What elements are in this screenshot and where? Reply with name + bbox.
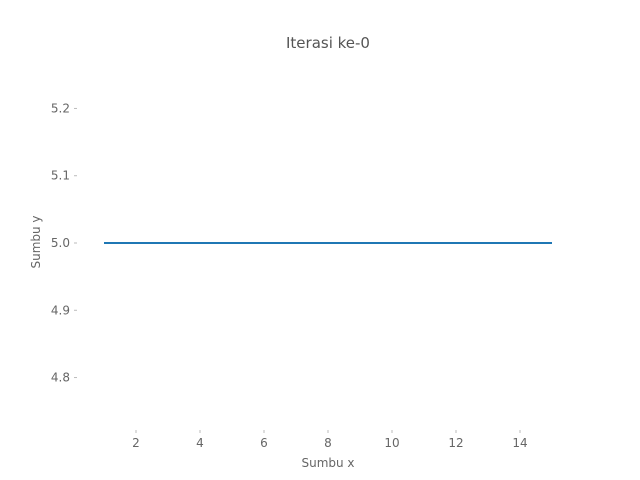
y-tick-label: 5.2	[51, 101, 70, 115]
x-tick-label: 4	[196, 436, 204, 450]
y-axis-ticks: 4.8 4.9 5.0 5.1 5.2	[51, 101, 77, 385]
chart-title: Iterasi ke-0	[286, 34, 370, 52]
y-tick-label: 5.1	[51, 169, 70, 183]
x-tick-label: 6	[260, 436, 268, 450]
x-tick-label: 12	[448, 436, 463, 450]
x-axis-ticks: 2 4 6 8 10 12 14	[132, 430, 528, 450]
x-axis-label: Sumbu x	[301, 456, 354, 470]
x-tick-label: 14	[512, 436, 527, 450]
y-tick-label: 4.9	[51, 303, 70, 317]
x-tick-label: 8	[324, 436, 332, 450]
x-tick-label: 10	[384, 436, 399, 450]
x-tick-label: 2	[132, 436, 140, 450]
y-tick-label: 4.8	[51, 371, 70, 385]
y-axis-label: Sumbu y	[29, 215, 43, 268]
y-tick-label: 5.0	[51, 236, 70, 250]
